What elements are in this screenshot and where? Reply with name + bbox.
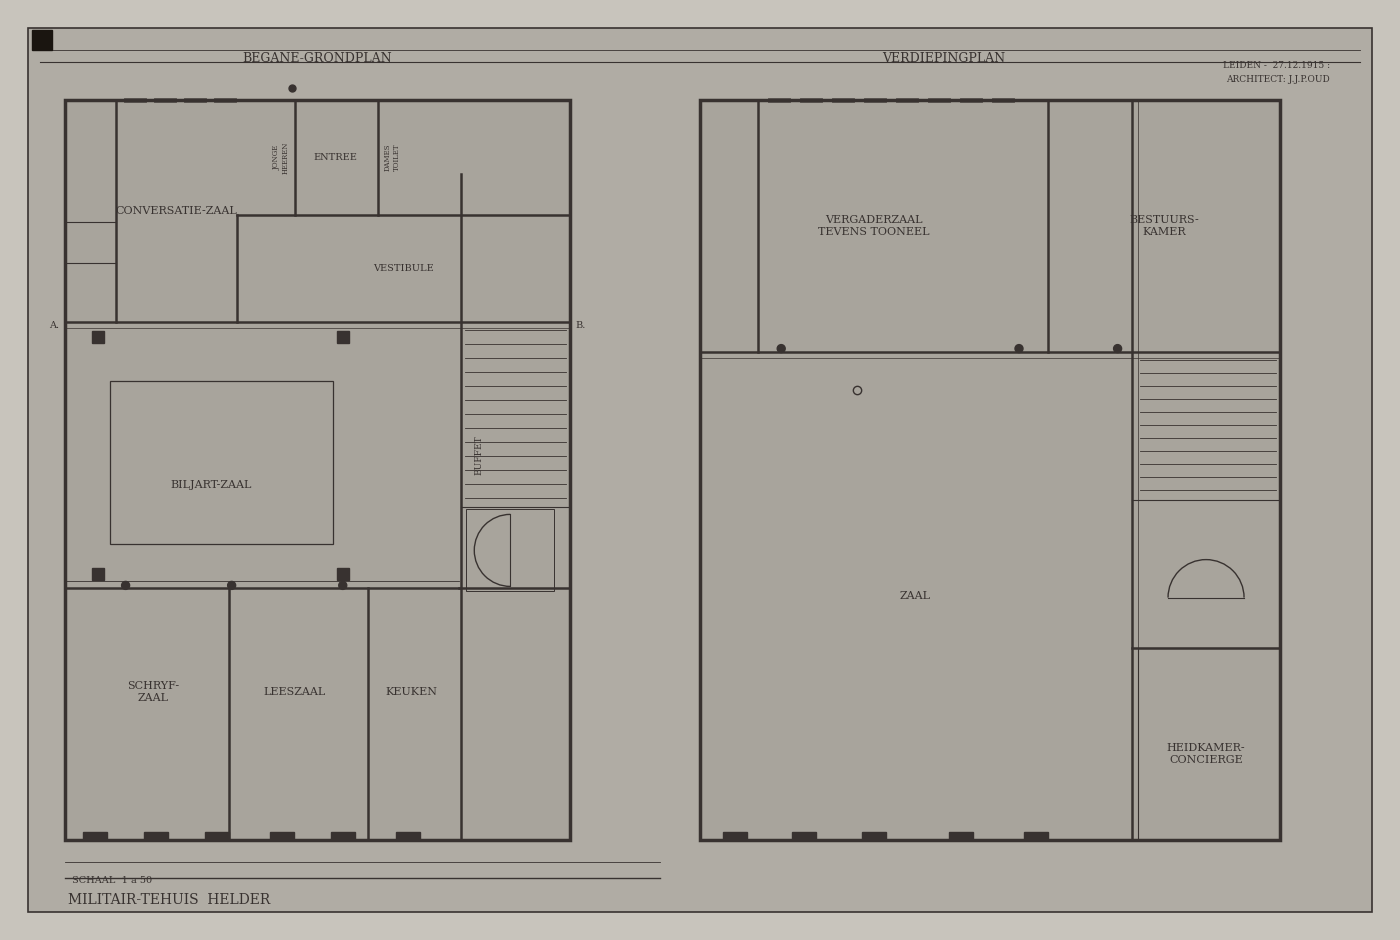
Text: VERDIEPINGPLAN: VERDIEPINGPLAN (882, 52, 1005, 65)
Text: BILJART-ZAAL: BILJART-ZAAL (171, 479, 252, 490)
Text: BESTUURS-
KAMER: BESTUURS- KAMER (1130, 215, 1198, 237)
Bar (32, 30, 52, 50)
Circle shape (1113, 345, 1121, 352)
Text: CONVERSATIE-ZAAL: CONVERSATIE-ZAAL (115, 206, 237, 216)
Bar (204, 832, 228, 840)
Bar (92, 568, 104, 580)
Text: B.: B. (575, 321, 585, 331)
Text: ENTREE: ENTREE (314, 153, 357, 162)
Bar (337, 331, 349, 343)
Text: LEESZAAL: LEESZAAL (263, 687, 326, 697)
Bar (330, 832, 354, 840)
Text: VESTIBULE: VESTIBULE (372, 264, 434, 273)
Text: A.: A. (49, 321, 59, 331)
Text: HEIDKAMER-
CONCIERGE: HEIDKAMER- CONCIERGE (1166, 743, 1246, 764)
Text: BUFFET: BUFFET (475, 435, 484, 475)
Bar (1025, 832, 1049, 840)
Bar (949, 832, 973, 840)
Bar (466, 509, 554, 591)
Text: MILITAIR-TEHUIS  HELDER: MILITAIR-TEHUIS HELDER (69, 893, 270, 907)
Bar (792, 832, 816, 840)
Circle shape (1015, 345, 1023, 352)
Text: BEGANE-GRONDPLAN: BEGANE-GRONDPLAN (242, 52, 392, 65)
Text: SCHAAL  1 a 50: SCHAAL 1 a 50 (71, 876, 153, 885)
Bar (1138, 648, 1280, 840)
Text: LEIDEN -  27.12.1915 :: LEIDEN - 27.12.1915 : (1222, 61, 1330, 70)
Text: SCHRYF-
ZAAL: SCHRYF- ZAAL (127, 682, 179, 703)
Bar (700, 100, 1280, 840)
Text: KEUKEN: KEUKEN (385, 687, 437, 697)
Bar (337, 568, 349, 580)
Bar (64, 100, 570, 840)
Circle shape (339, 582, 347, 589)
Text: ARCHITECT: J.J.P.OUD: ARCHITECT: J.J.P.OUD (1226, 75, 1330, 84)
Bar (92, 331, 104, 343)
Bar (270, 832, 294, 840)
Bar (862, 832, 886, 840)
Circle shape (777, 345, 785, 352)
Bar (396, 832, 420, 840)
Bar (84, 832, 108, 840)
Text: VERGADERZAAL
TEVENS TOONEEL: VERGADERZAAL TEVENS TOONEEL (818, 215, 930, 237)
Text: DAMES
TOILET: DAMES TOILET (384, 144, 400, 171)
Bar (111, 382, 333, 544)
Circle shape (228, 582, 235, 589)
Bar (144, 832, 168, 840)
Circle shape (122, 582, 130, 589)
Bar (722, 832, 746, 840)
Text: ZAAL: ZAAL (899, 591, 930, 601)
Text: JONGE
HEEREN: JONGE HEEREN (272, 141, 290, 174)
